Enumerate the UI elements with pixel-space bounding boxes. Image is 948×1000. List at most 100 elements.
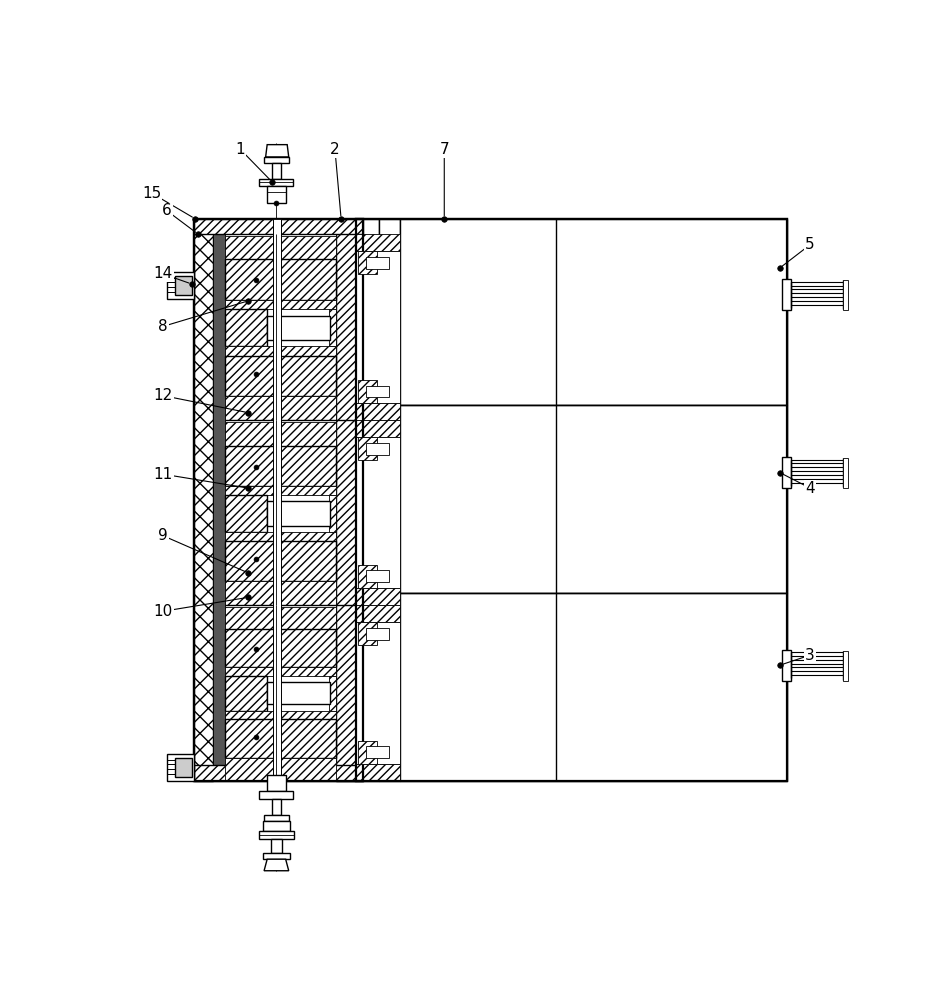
Bar bbox=[225, 446, 337, 486]
Bar bbox=[843, 651, 848, 681]
Bar bbox=[366, 570, 389, 582]
Bar bbox=[194, 765, 363, 781]
Text: 3: 3 bbox=[805, 648, 815, 663]
Bar bbox=[356, 234, 400, 251]
Bar bbox=[271, 839, 282, 853]
Bar bbox=[225, 259, 337, 300]
Bar bbox=[356, 437, 400, 588]
Bar bbox=[272, 163, 281, 179]
Bar bbox=[366, 628, 389, 640]
Bar bbox=[264, 815, 289, 821]
Polygon shape bbox=[264, 859, 289, 871]
Bar bbox=[366, 746, 389, 758]
Bar bbox=[356, 588, 400, 605]
Bar bbox=[329, 309, 337, 346]
Bar bbox=[263, 821, 290, 831]
Bar bbox=[356, 219, 379, 781]
Bar bbox=[174, 276, 191, 295]
Bar bbox=[225, 629, 337, 667]
Text: 11: 11 bbox=[154, 467, 173, 482]
Bar bbox=[225, 719, 337, 758]
Bar bbox=[225, 495, 267, 532]
Bar bbox=[366, 443, 389, 455]
Text: 4: 4 bbox=[805, 481, 815, 496]
Bar bbox=[225, 532, 337, 541]
Bar bbox=[194, 219, 213, 781]
Bar bbox=[356, 403, 400, 420]
Bar bbox=[225, 581, 337, 605]
Text: 5: 5 bbox=[805, 237, 815, 252]
Bar bbox=[225, 541, 337, 581]
Text: 10: 10 bbox=[154, 604, 173, 619]
Bar bbox=[358, 251, 376, 274]
Bar bbox=[337, 219, 356, 781]
Bar bbox=[843, 458, 848, 488]
Polygon shape bbox=[265, 145, 289, 157]
Bar bbox=[366, 386, 389, 397]
Bar bbox=[358, 437, 376, 460]
Bar bbox=[267, 501, 330, 526]
Bar bbox=[781, 279, 791, 310]
Bar bbox=[356, 764, 400, 781]
Bar bbox=[225, 758, 337, 780]
Bar bbox=[358, 622, 376, 645]
Text: 7: 7 bbox=[440, 142, 449, 157]
Bar bbox=[225, 309, 267, 346]
Bar bbox=[400, 405, 787, 593]
Bar bbox=[272, 799, 281, 815]
Bar bbox=[267, 316, 330, 340]
Bar bbox=[358, 565, 376, 588]
Bar bbox=[356, 251, 400, 403]
Bar bbox=[379, 219, 400, 781]
Bar bbox=[843, 280, 848, 310]
Bar bbox=[358, 380, 376, 403]
Bar bbox=[225, 667, 337, 676]
Bar bbox=[356, 219, 787, 781]
Bar bbox=[213, 219, 225, 781]
Bar bbox=[225, 420, 337, 605]
Text: 2: 2 bbox=[330, 142, 339, 157]
Bar bbox=[225, 346, 337, 356]
Bar bbox=[194, 219, 363, 234]
Text: 14: 14 bbox=[154, 266, 173, 282]
Text: 15: 15 bbox=[142, 186, 161, 201]
Text: 1: 1 bbox=[235, 142, 245, 157]
Bar bbox=[225, 607, 337, 629]
Text: 6: 6 bbox=[162, 203, 172, 218]
Bar bbox=[267, 186, 285, 203]
Bar bbox=[225, 234, 337, 420]
Bar bbox=[781, 457, 791, 488]
Bar bbox=[356, 420, 400, 437]
Text: 12: 12 bbox=[154, 388, 173, 403]
Bar bbox=[194, 219, 363, 781]
Bar bbox=[225, 356, 337, 396]
Bar bbox=[225, 300, 337, 309]
Bar bbox=[781, 650, 791, 681]
Bar bbox=[194, 219, 363, 781]
Bar bbox=[273, 219, 281, 781]
Bar bbox=[260, 179, 293, 186]
Bar bbox=[329, 676, 337, 711]
Bar bbox=[358, 741, 376, 764]
Bar bbox=[225, 486, 337, 495]
Bar bbox=[260, 791, 293, 799]
Text: 8: 8 bbox=[158, 319, 168, 334]
Bar bbox=[174, 758, 191, 777]
Bar bbox=[329, 495, 337, 532]
Bar bbox=[400, 593, 787, 781]
Bar bbox=[225, 605, 337, 781]
Bar bbox=[264, 157, 289, 163]
Bar bbox=[356, 219, 787, 781]
Bar bbox=[167, 272, 194, 299]
Bar bbox=[225, 711, 337, 719]
Bar bbox=[356, 622, 400, 764]
Bar bbox=[263, 853, 290, 859]
Text: 9: 9 bbox=[158, 528, 168, 543]
Bar bbox=[225, 396, 337, 420]
Bar bbox=[267, 774, 285, 791]
Bar bbox=[400, 219, 787, 405]
Bar bbox=[259, 831, 294, 839]
Bar bbox=[167, 754, 194, 781]
Bar bbox=[225, 676, 267, 711]
Bar bbox=[356, 605, 400, 622]
